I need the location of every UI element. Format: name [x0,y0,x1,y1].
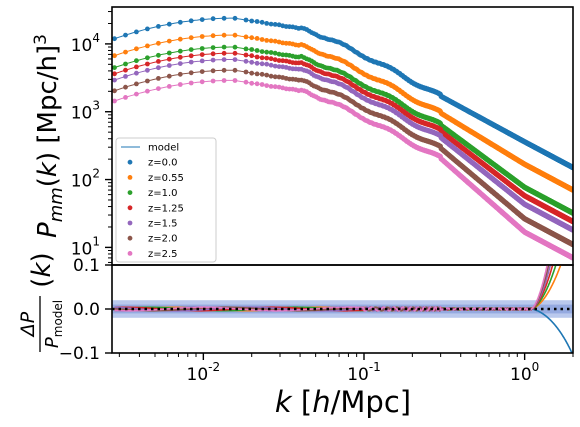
data-point [156,59,161,64]
data-point [166,56,172,62]
data-point [199,34,205,39]
data-point [210,45,216,50]
data-point [177,36,183,42]
data-point [210,33,216,39]
data-point [254,54,260,60]
data-point [264,49,270,55]
data-point [145,61,150,67]
data-point [177,19,183,25]
data-point [112,65,117,70]
data-point [259,37,265,42]
data-point [249,47,255,52]
data-point [243,46,249,52]
data-point [249,35,255,41]
data-point [134,58,139,64]
data-point [243,34,249,40]
data-point [199,46,205,51]
data-point [199,52,205,57]
data-point [145,43,150,49]
data-point [145,55,150,61]
data-point [268,50,274,55]
data-point [264,21,270,26]
data-point [166,21,172,27]
data-point [134,46,139,52]
data-point [272,22,278,27]
data-point [145,26,150,32]
data-point [232,32,238,38]
data-point [134,29,139,35]
data-point [210,16,216,22]
data-point [268,56,274,62]
data-point [259,55,265,61]
data-point [221,15,227,21]
data-point [243,52,249,58]
data-point [188,35,194,41]
data-point [156,40,161,46]
data-point [123,32,128,38]
data-point [156,52,161,58]
data-point [249,53,255,59]
data-point [232,50,238,56]
data-point [210,51,216,57]
data-point [268,38,274,44]
data-point [243,17,249,23]
data-point [232,15,238,21]
data-point [264,55,270,61]
data-point [268,21,274,27]
data-point [123,61,128,67]
data-point [166,38,172,44]
data-point [112,71,117,77]
data-point [249,18,255,24]
data-point [188,18,194,24]
data-point [188,53,194,59]
data-point [112,53,117,59]
data-point [188,47,194,52]
data-point [221,44,227,50]
data-point [134,64,139,70]
data-point [156,24,161,29]
data-point [221,50,227,56]
series-z0_0 [112,15,573,171]
data-point [123,67,128,73]
data-point [276,22,282,28]
data-point [112,36,117,42]
data-point [221,32,227,38]
data-point [254,48,260,53]
data-point [264,38,270,43]
data-point [259,49,265,54]
data-point [254,36,260,41]
data-point [232,44,238,50]
data-point [254,19,260,24]
data-point [259,19,265,25]
data-point [199,17,205,22]
data-point [166,50,172,56]
data-point [123,49,128,55]
data-point [177,54,183,60]
data-point [177,48,183,54]
